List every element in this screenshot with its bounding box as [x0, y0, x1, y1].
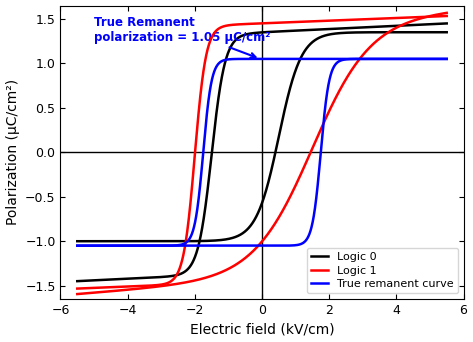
- Logic 0: [74, 279, 80, 283]
- True remanent curve: [250, 57, 255, 61]
- Text: True Remanent
polarization = 1.05 μC/cm²: True Remanent polarization = 1.05 μC/cm²: [94, 16, 271, 58]
- Logic 1: [233, 23, 238, 27]
- Legend: Logic 0, Logic 1, True remanent curve: Logic 0, Logic 1, True remanent curve: [307, 248, 458, 293]
- Logic 0: [444, 22, 449, 26]
- Logic 1: [432, 14, 438, 18]
- True remanent curve: [360, 57, 366, 61]
- True remanent curve: [433, 57, 438, 61]
- True remanent curve: [444, 57, 449, 61]
- Logic 0: [229, 42, 235, 46]
- Line: True remanent curve: True remanent curve: [77, 59, 447, 246]
- Logic 0: [233, 38, 238, 42]
- Logic 1: [343, 18, 349, 22]
- X-axis label: Electric field (kV/cm): Electric field (kV/cm): [190, 323, 334, 337]
- True remanent curve: [343, 57, 349, 61]
- Logic 0: [250, 31, 255, 35]
- Logic 0: [414, 23, 420, 27]
- Logic 1: [414, 15, 420, 19]
- Logic 1: [229, 23, 235, 27]
- Line: Logic 1: Logic 1: [77, 16, 447, 289]
- Y-axis label: Polarization (μC/cm²): Polarization (μC/cm²): [6, 79, 19, 225]
- Line: Logic 0: Logic 0: [77, 24, 447, 281]
- Logic 1: [250, 22, 255, 26]
- True remanent curve: [229, 57, 235, 61]
- True remanent curve: [414, 57, 420, 61]
- Logic 0: [432, 22, 438, 26]
- True remanent curve: [74, 244, 80, 248]
- True remanent curve: [233, 57, 238, 61]
- Logic 1: [444, 14, 449, 18]
- Logic 0: [343, 26, 349, 30]
- Logic 1: [74, 287, 80, 291]
